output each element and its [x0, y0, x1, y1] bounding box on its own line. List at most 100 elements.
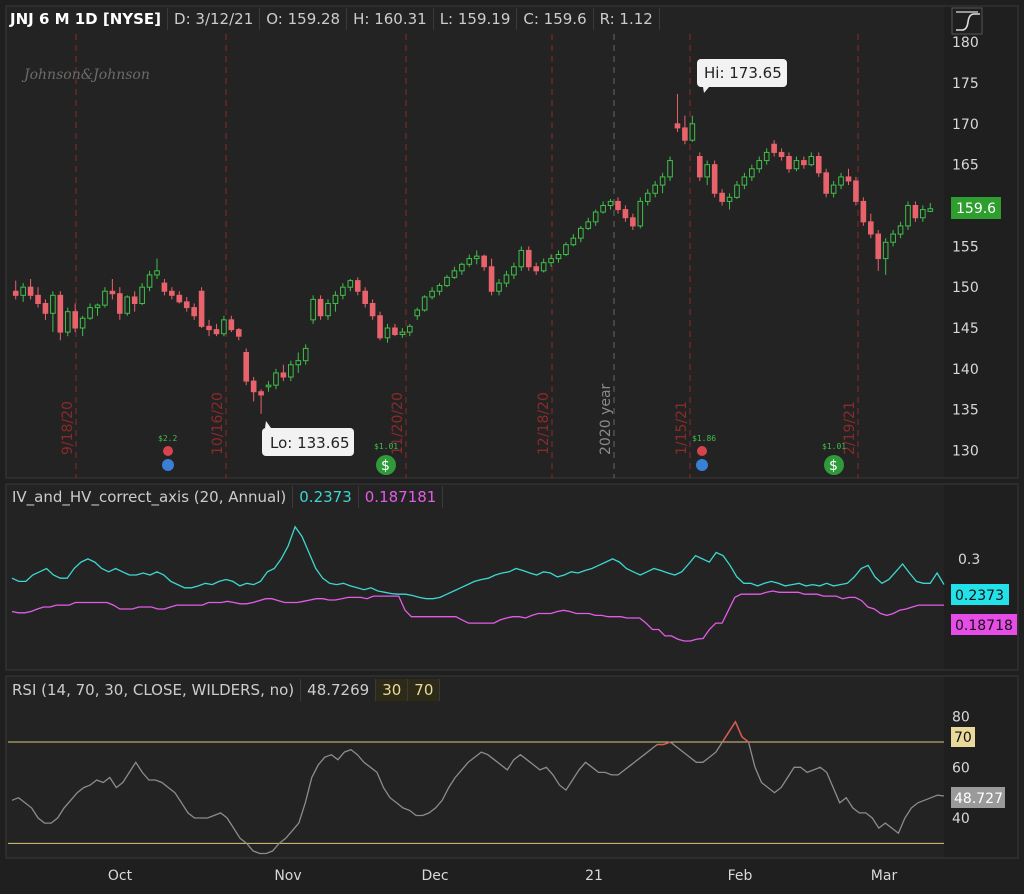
candle-body: [853, 180, 859, 202]
candle-body: [72, 311, 79, 329]
price-axis: 130135140145150155160165170175180: [952, 35, 979, 459]
candle-body: [42, 303, 49, 314]
candle-body: [466, 258, 473, 265]
candle-body: [882, 241, 889, 260]
rsi-header: RSI (14, 70, 30, CLOSE, WILDERS, no) 48.…: [6, 679, 441, 701]
iv-badge: 0.2373: [951, 584, 1009, 605]
candle-body: [771, 143, 777, 153]
candle-body: [451, 270, 458, 278]
x-tick-label: Nov: [274, 868, 301, 884]
x-tick-label: Oct: [108, 868, 133, 884]
dividend-marker-1[interactable]: $1.01 $: [374, 442, 398, 475]
candle-body: [838, 176, 844, 186]
x-tick-label: 21: [585, 868, 603, 884]
iv-axis: 0.3: [958, 552, 980, 568]
candle-body: [198, 290, 205, 327]
iv-lines: [11, 525, 945, 642]
rsi-overbought-segment: [734, 721, 743, 738]
candle-body: [332, 294, 339, 305]
candle-body: [711, 164, 718, 194]
candle-body: [295, 360, 302, 366]
candle-body: [897, 225, 904, 235]
candle-body: [734, 184, 740, 198]
candle-body: [815, 156, 822, 174]
earnings-marker-2[interactable]: $1.86: [692, 434, 716, 471]
candle-body: [585, 221, 592, 229]
candle-body: [548, 258, 554, 264]
candle-body: [273, 372, 279, 386]
candle-body: [473, 255, 480, 260]
candle-body: [905, 205, 911, 227]
candle-body: [406, 325, 413, 333]
candle-body: [317, 298, 324, 317]
rsi-tick-label: 80: [952, 710, 970, 726]
iv-value: 0.2373: [293, 486, 359, 508]
candle-body: [191, 307, 197, 317]
date-label: D: 3/12/21: [168, 8, 261, 30]
svg-text:0.18718: 0.18718: [955, 618, 1013, 634]
candle-body: [615, 200, 621, 211]
dividend-marker-2[interactable]: $1.01 $: [822, 442, 846, 475]
candle-body: [12, 290, 19, 296]
hi-callout: Hi: 173.65: [697, 59, 787, 93]
candle-body: [808, 156, 815, 166]
candle-body: [64, 311, 71, 333]
price-tick-label: 175: [952, 76, 979, 92]
svg-text:48.727: 48.727: [954, 791, 1003, 807]
price-tick-label: 130: [952, 444, 979, 460]
candle-body: [384, 327, 391, 339]
candle-body: [488, 266, 495, 292]
candle-body: [756, 160, 763, 170]
candle-body: [845, 176, 852, 182]
low-label: L: 159.19: [434, 8, 518, 30]
candle-body: [726, 196, 733, 202]
svg-text:$: $: [829, 458, 838, 474]
candle-body: [578, 227, 584, 239]
rsi-panel-bg: [6, 676, 944, 858]
iv-series-line: [11, 525, 945, 600]
candle-body: [27, 286, 34, 296]
candle-body: [392, 327, 398, 336]
rsi-overbought-segment: [663, 741, 671, 746]
price-tick-label: 135: [952, 403, 979, 419]
candle-body: [399, 331, 406, 336]
candle-body: [176, 294, 183, 303]
svg-text:$1.86: $1.86: [692, 434, 716, 443]
iv-header: IV_and_HV_correct_axis (20, Annual) 0.23…: [6, 486, 444, 508]
candle-body: [875, 233, 882, 260]
rsi-series-line: [11, 720, 945, 855]
candle-body: [436, 285, 443, 292]
candle-body: [258, 391, 264, 396]
svg-text:$1.01: $1.01: [822, 442, 846, 451]
candle-body: [607, 200, 614, 207]
price-tick-label: 180: [952, 35, 979, 51]
svg-text:0.2373: 0.2373: [955, 588, 1004, 604]
earnings-marker-1[interactable]: $2.2: [158, 434, 177, 471]
drawing-tool-icon[interactable]: [951, 7, 983, 35]
candle-body: [302, 347, 309, 362]
rsi-study-title[interactable]: RSI (14, 70, 30, CLOSE, WILDERS, no): [6, 679, 302, 701]
candle-body: [696, 156, 703, 178]
candle-body: [622, 209, 629, 219]
symbol-label[interactable]: JNJ 6 M 1D [NYSE]: [6, 8, 169, 30]
candle-body: [154, 270, 160, 276]
rsi-panel-frame: [5, 675, 1019, 859]
rsi-value-badge: 48.727: [951, 787, 1005, 808]
candle-body: [860, 200, 867, 223]
candle-body: [793, 160, 800, 170]
year-label: 2020 year: [598, 383, 614, 455]
iv-study-title[interactable]: IV_and_HV_correct_axis (20, Annual): [6, 486, 294, 508]
vertical-markers: 9/18/20 10/16/20 11/20/20 12/18/20 1/15/21 2/…: [60, 34, 859, 478]
lo-callout: Lo: 133.65: [262, 421, 354, 456]
candle-body: [518, 249, 525, 268]
candle-body: [682, 127, 688, 141]
candle-body: [206, 325, 212, 331]
logo-watermark: Johnson&Johnson: [21, 67, 150, 83]
candle-body: [644, 192, 651, 202]
candle-body: [131, 296, 138, 305]
candle-body: [592, 211, 599, 223]
rsi-lines: [11, 720, 945, 855]
candle-body: [890, 233, 896, 243]
iv-panel-frame: [5, 483, 1019, 671]
